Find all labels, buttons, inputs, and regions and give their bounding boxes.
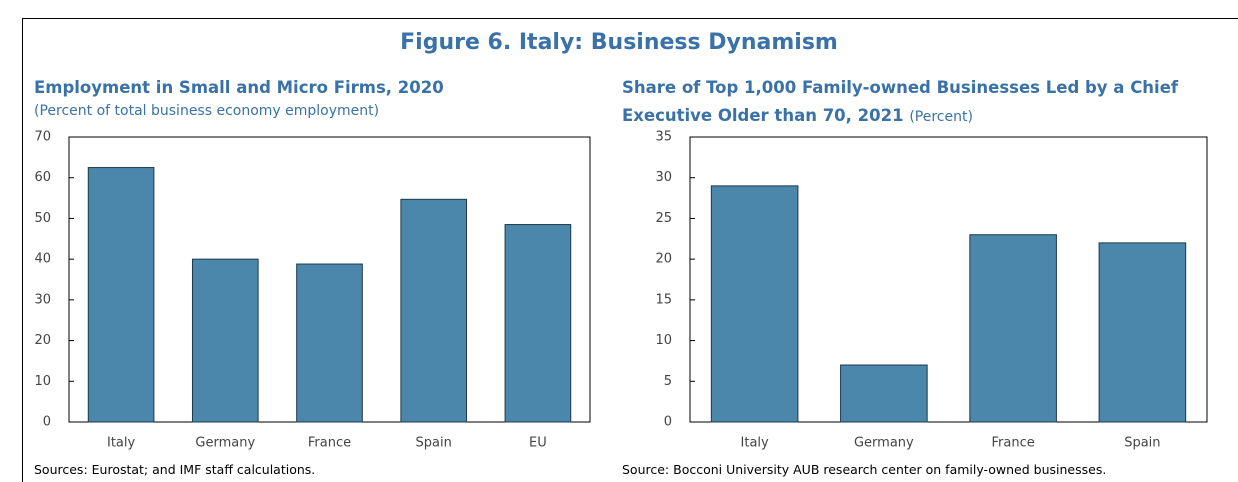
y-tick-label: 40	[34, 252, 51, 267]
bar	[840, 364, 928, 423]
bar	[87, 167, 155, 423]
x-tick-label: Italy	[107, 436, 136, 451]
y-tick-label: 30	[655, 170, 672, 185]
title: Employment in Small and Micro Firms, 202…	[34, 78, 444, 97]
y-tick-label: 20	[655, 252, 672, 267]
x-tick-label: France	[308, 436, 351, 451]
x-tick-label: EU	[529, 436, 547, 451]
y-tick-label: 50	[34, 211, 51, 226]
x-tick-label: Spain	[416, 436, 452, 451]
x-tick-label: Germany	[195, 436, 255, 451]
y-tick-label: 60	[34, 170, 51, 185]
y-tick-label: 25	[655, 211, 672, 226]
y-tick-label: 10	[34, 374, 51, 389]
bar	[504, 224, 572, 423]
bar	[296, 263, 363, 423]
bar	[400, 198, 468, 423]
chart-title: Employment in Small and Micro Firms, 202…	[34, 74, 594, 102]
plot-frame	[689, 136, 1208, 423]
x-tick-label: Germany	[854, 436, 914, 451]
x-tick-label: France	[992, 436, 1035, 451]
x-tick-label: Spain	[1124, 436, 1160, 451]
y-tick-label: 30	[34, 292, 51, 307]
y-tick-label: 0	[664, 415, 672, 430]
bar	[969, 234, 1057, 423]
chart-subtitle: (Percent)	[909, 109, 973, 125]
y-tick-label: 0	[43, 415, 51, 430]
bar	[191, 258, 259, 423]
figure-title: Figure 6. Italy: Business Dynamism	[400, 30, 838, 55]
y-tick-label: 5	[664, 374, 672, 389]
title: Share of Top 1,000 Family-owned Business…	[622, 78, 1179, 125]
bar	[710, 185, 799, 423]
y-tick-label: 10	[655, 333, 672, 348]
source: Sources: Eurostat; and IMF staff calcula…	[34, 462, 316, 477]
y-tick-label: 70	[34, 130, 51, 145]
chart-subtitle: (Percent of total business economy emplo…	[34, 103, 380, 119]
frame	[22, 18, 1238, 482]
y-tick-label: 20	[34, 333, 51, 348]
y-tick-label: 35	[655, 130, 672, 145]
source: Source: Bocconi University AUB research …	[622, 462, 1107, 477]
y-tick-label: 15	[655, 292, 672, 307]
x-tick-label: Italy	[741, 436, 770, 451]
bar	[1098, 242, 1187, 423]
chart-title: Share of Top 1,000 Family-owned Business…	[622, 74, 1212, 131]
